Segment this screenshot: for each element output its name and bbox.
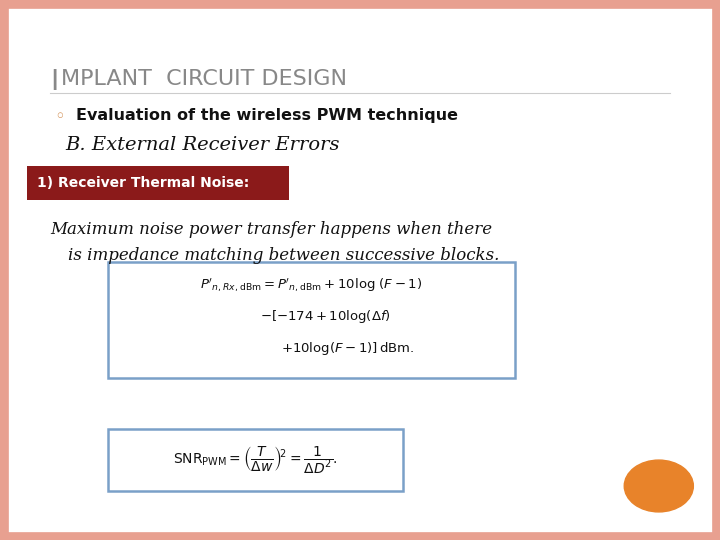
Circle shape [624,460,693,512]
FancyBboxPatch shape [108,429,403,491]
Text: Evaluation of the wireless PWM technique: Evaluation of the wireless PWM technique [76,108,458,123]
Text: $P'_{n,Rx,\mathrm{dBm}} = P'_{n,\mathrm{dBm}} + 10\log\,(F-1)$: $P'_{n,Rx,\mathrm{dBm}} = P'_{n,\mathrm{… [200,276,423,294]
Text: $\mathrm{SNR_{PWM}} = \left(\dfrac{T}{\Delta w}\right)^{\!2} = \dfrac{1}{\Delta : $\mathrm{SNR_{PWM}} = \left(\dfrac{T}{\D… [174,444,338,476]
Text: $+10\log(F-1)]\,\mathrm{dBm.}$: $+10\log(F-1)]\,\mathrm{dBm.}$ [281,340,414,357]
Text: MPLANT  CIRCUIT DESIGN: MPLANT CIRCUIT DESIGN [61,69,347,89]
Text: Maximum noise power transfer happens when there: Maximum noise power transfer happens whe… [50,221,492,238]
Text: B. External Receiver Errors: B. External Receiver Errors [65,136,339,154]
Text: is impedance matching between successive blocks.: is impedance matching between successive… [68,247,500,264]
Text: 1) Receiver Thermal Noise:: 1) Receiver Thermal Noise: [37,176,250,190]
Text: I: I [50,68,58,96]
FancyBboxPatch shape [27,166,289,200]
Text: ◦: ◦ [54,108,65,126]
Text: $-[-174 + 10\log(\Delta f)$: $-[-174 + 10\log(\Delta f)$ [261,308,391,325]
FancyBboxPatch shape [108,262,515,378]
